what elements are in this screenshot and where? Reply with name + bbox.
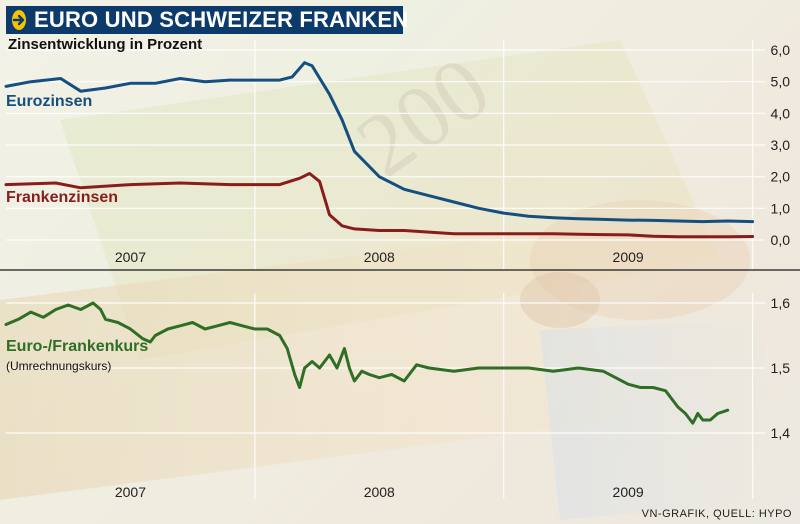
y-tick-label: 4,0 xyxy=(771,105,791,121)
interest-grid xyxy=(6,40,765,270)
y-tick-label: 1,6 xyxy=(771,295,791,311)
series-label-frankenzinsen: Frankenzinsen xyxy=(6,189,119,206)
series-line-eurozinsen xyxy=(4,61,755,224)
y-tick-label: 1,4 xyxy=(771,425,791,441)
x-tick-label: 2008 xyxy=(364,484,395,500)
chart-subtitle: Zinsentwicklung in Prozent xyxy=(8,36,203,53)
interest-x-axis: 2007200820092010 xyxy=(115,249,644,265)
source-credit: VN-GRAFIK, QUELL: HYPO xyxy=(641,508,792,520)
exchange-grid xyxy=(6,293,765,499)
y-tick-label: 5,0 xyxy=(771,74,791,90)
x-tick-label: 2009 xyxy=(613,249,644,265)
exchange-y-axis: 1,4 1,5 1,6 xyxy=(771,295,791,441)
series-sublabel-kurs: (Umrechnungskurs) xyxy=(6,359,112,373)
series-line-euro-frankenkurs xyxy=(4,301,730,425)
page-title: EURO UND SCHWEIZER FRANKEN xyxy=(34,7,409,32)
y-tick-label: 1,5 xyxy=(771,360,791,376)
series-line-frankenzinsen xyxy=(4,172,755,239)
x-tick-label: 2007 xyxy=(115,484,146,500)
y-tick-label: 6,0 xyxy=(771,42,791,58)
interest-y-axis: 0,0 1,0 2,0 3,0 4,0 5,0 6,0 xyxy=(771,42,791,248)
series-label-eurozinsen: Eurozinsen xyxy=(6,93,93,110)
x-tick-label: 2009 xyxy=(613,484,644,500)
x-tick-label: 2008 xyxy=(364,249,395,265)
series-label-kurs: Euro-/Frankenkurs xyxy=(6,338,149,355)
y-tick-label: 0,0 xyxy=(771,232,791,248)
y-tick-label: 1,0 xyxy=(771,200,791,216)
x-tick-label: 2007 xyxy=(115,249,146,265)
exchange-x-axis: 2007200820092010 xyxy=(115,484,644,500)
arrow-right-icon xyxy=(12,10,26,30)
y-tick-label: 3,0 xyxy=(771,137,791,153)
y-tick-label: 2,0 xyxy=(771,169,791,185)
title-bar: EURO UND SCHWEIZER FRANKEN xyxy=(6,6,408,34)
series-layer xyxy=(4,61,755,425)
